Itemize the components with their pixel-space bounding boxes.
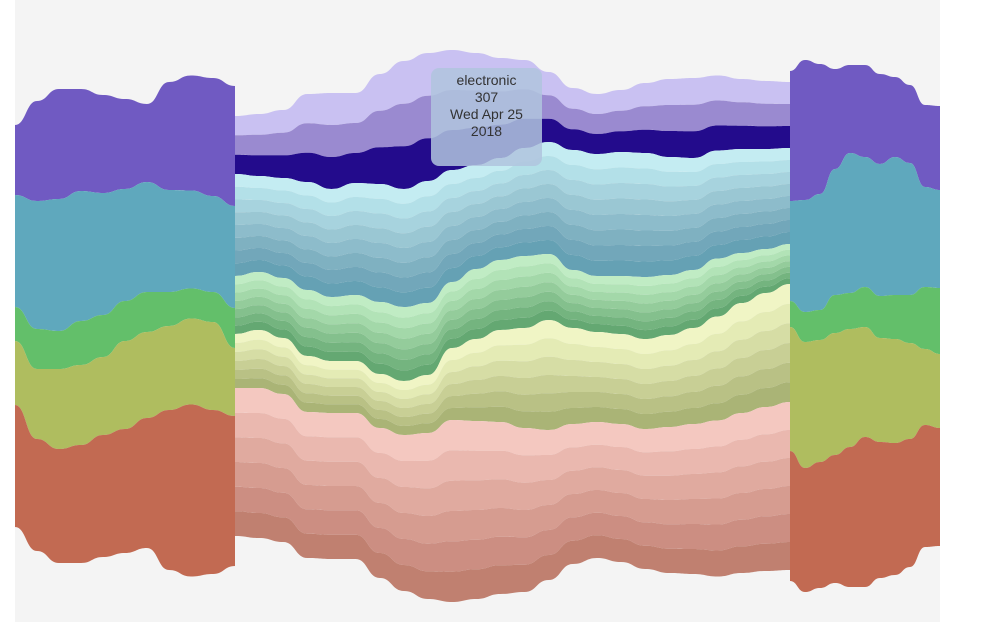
stream-sublayer-1-3[interactable] [235, 184, 790, 248]
stream-sublayer-3-0[interactable] [235, 284, 790, 390]
stream-sublayer-1-6[interactable] [235, 220, 790, 293]
stream-sublayer-1-5[interactable] [235, 208, 790, 278]
stream-layer-context_right-3[interactable] [790, 327, 940, 468]
streamgraph-chart[interactable]: electronic 307 Wed Apr 25 2018 [15, 0, 940, 622]
stream-layer-context_left-4[interactable] [15, 404, 235, 577]
stream-sublayer-3-3[interactable] [235, 343, 790, 417]
stream-sublayer-4-4[interactable] [235, 486, 790, 572]
stream-sublayer-4-3[interactable] [235, 462, 790, 544]
stream-layer-context_right-1[interactable] [790, 153, 940, 312]
stream-sublayer-2-1[interactable] [235, 249, 790, 329]
stream-layer-context_left-2[interactable] [15, 288, 235, 370]
stream-sublayer-3-1[interactable] [235, 303, 790, 399]
tooltip-date: Wed Apr 25 [450, 106, 523, 122]
stream-sublayer-4-5[interactable] [235, 511, 790, 602]
stream-sublayer-2-3[interactable] [235, 261, 790, 350]
tooltip-year: 2018 [470, 123, 503, 139]
stream-layer-context_left-3[interactable] [15, 318, 235, 450]
stream-sublayer-2-6[interactable] [235, 278, 790, 381]
stream-sublayer-1-4[interactable] [235, 196, 790, 263]
stream-sublayer-3-2[interactable] [235, 323, 790, 408]
stream-sublayer-4-1[interactable] [235, 412, 790, 489]
stream-sublayer-0-1[interactable] [235, 89, 790, 157]
stream-sublayer-0-0[interactable] [235, 50, 790, 136]
stream-layer-context_right-0[interactable] [790, 60, 940, 201]
stream-sublayer-1-7[interactable] [235, 232, 790, 307]
tooltip-value: 307 [474, 89, 499, 105]
stream-sublayer-1-2[interactable] [235, 170, 790, 234]
stream-sublayer-0-2[interactable] [235, 118, 790, 189]
stream-sublayer-1-0[interactable] [235, 142, 790, 204]
stream-layer-context_left-0[interactable] [15, 75, 235, 207]
stream-layer-context_right-2[interactable] [790, 287, 940, 354]
stream-sublayer-2-5[interactable] [235, 272, 790, 371]
stream-sublayer-3-5[interactable] [235, 378, 790, 435]
stream-sublayer-4-2[interactable] [235, 437, 790, 516]
stream-sublayer-1-1[interactable] [235, 156, 790, 219]
tooltip-series-name: electronic [456, 72, 517, 88]
stream-sublayer-2-2[interactable] [235, 255, 790, 339]
streamgraph-svg[interactable] [15, 0, 940, 622]
stream-layer-context_left-1[interactable] [15, 182, 235, 331]
stream-sublayer-2-0[interactable] [235, 244, 790, 318]
stream-sublayer-3-4[interactable] [235, 362, 790, 426]
stream-layer-context_right-4[interactable] [790, 425, 940, 592]
stream-sublayer-2-4[interactable] [235, 266, 790, 360]
stream-sublayer-4-0[interactable] [235, 388, 790, 461]
chart-tooltip: electronic 307 Wed Apr 25 2018 [431, 68, 542, 166]
